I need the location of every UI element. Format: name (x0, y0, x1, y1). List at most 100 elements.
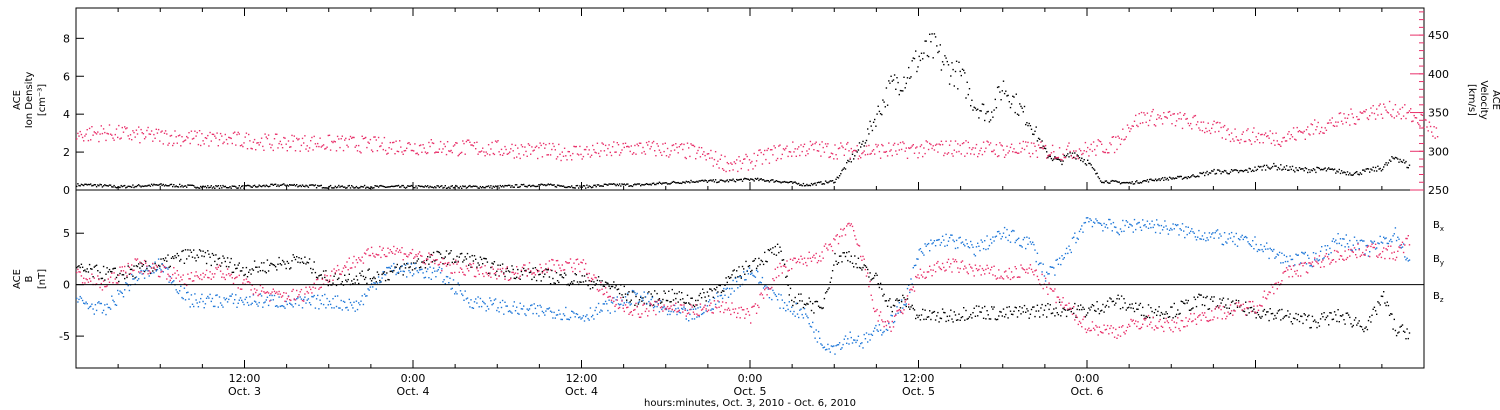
top-point (883, 101, 885, 103)
bottom-point (352, 307, 354, 309)
bottom-point (1078, 230, 1081, 233)
bottom-point (1161, 313, 1164, 315)
bottom-point (1314, 259, 1316, 261)
top-point (1380, 170, 1383, 172)
bottom-point (176, 291, 178, 293)
bottom-point (237, 287, 239, 289)
top-point (266, 185, 269, 187)
bottom-point (788, 301, 790, 303)
bottom-point (93, 277, 95, 279)
bottom-point (1173, 228, 1175, 230)
top-point (1357, 118, 1359, 121)
bottom-point (714, 303, 717, 306)
bottom-point (890, 306, 892, 308)
top-point (340, 138, 342, 140)
top-point (88, 183, 91, 186)
top-point (741, 180, 744, 182)
bottom-point (663, 306, 665, 308)
bottom-point (1192, 231, 1194, 233)
top-point (274, 133, 277, 135)
bottom-point (707, 295, 710, 297)
top-point (961, 142, 964, 145)
bottom-point (683, 301, 685, 304)
bottom-point (335, 305, 338, 308)
bottom-point (493, 299, 496, 301)
top-point (1411, 120, 1413, 123)
top-point (663, 182, 665, 184)
top-point (1266, 164, 1268, 167)
top-point (1236, 139, 1239, 141)
top-point (121, 185, 123, 188)
bottom-point (298, 304, 300, 306)
top-point (855, 150, 857, 152)
top-point (1266, 135, 1268, 138)
bottom-point (863, 264, 865, 266)
bottom-point (868, 333, 870, 336)
bottom-point (263, 291, 265, 293)
bottom-point (1212, 232, 1214, 234)
bottom-point (1053, 267, 1055, 269)
top-point (1012, 151, 1014, 153)
top-point (345, 187, 347, 189)
top-point (94, 184, 97, 186)
bottom-point (417, 253, 420, 255)
bottom-point (425, 270, 428, 273)
bottom-point (626, 301, 628, 303)
bottom-point (808, 323, 810, 325)
bottom-point (342, 267, 345, 269)
top-point (892, 144, 895, 146)
bottom-point (306, 299, 308, 301)
top-point (253, 138, 256, 141)
top-point (134, 136, 136, 138)
bottom-point (442, 263, 444, 265)
top-point (78, 184, 80, 187)
top-point (1342, 123, 1344, 125)
bottom-point (1215, 230, 1218, 232)
top-point (864, 142, 867, 144)
bottom-point (395, 273, 397, 276)
bottom-point (198, 301, 201, 303)
top-point (439, 140, 442, 143)
bottom-point (202, 300, 204, 303)
top-point (424, 151, 427, 153)
bottom-point (1146, 220, 1149, 222)
top-point (1371, 112, 1373, 114)
bottom-point (798, 293, 800, 295)
top-point (1239, 142, 1241, 144)
top-point (974, 107, 977, 109)
bottom-point (540, 267, 542, 269)
bottom-point (1109, 297, 1111, 299)
bottom-point (1401, 246, 1404, 248)
bottom-point (214, 273, 216, 275)
top-point (1233, 140, 1235, 142)
bottom-point (1307, 254, 1309, 257)
bottom-point (635, 293, 637, 296)
bottom-point (183, 283, 186, 285)
bottom-point (88, 306, 91, 308)
top-point (1115, 180, 1117, 182)
bottom-point (491, 304, 493, 306)
bottom-point (835, 260, 837, 262)
bottom-point (273, 264, 276, 267)
bottom-point (828, 348, 830, 350)
top-point (1172, 177, 1174, 179)
top-point (1102, 181, 1104, 184)
bottom-point (188, 298, 190, 300)
top-point (1199, 129, 1201, 131)
bottom-point (289, 299, 291, 301)
top-point (1398, 113, 1400, 115)
bottom-point (1242, 310, 1244, 312)
bottom-point (1264, 314, 1267, 316)
top-point (435, 151, 437, 153)
top-point (861, 152, 863, 155)
bottom-point (806, 315, 808, 317)
bottom-point (692, 308, 695, 310)
bottom-point (1044, 280, 1047, 282)
bottom-point (1287, 260, 1289, 263)
top-point (1136, 180, 1138, 182)
top-point (1028, 152, 1030, 154)
top-point (159, 140, 161, 142)
bottom-point (972, 312, 974, 314)
bottom-point (890, 314, 892, 317)
bottom-point (1149, 316, 1151, 319)
